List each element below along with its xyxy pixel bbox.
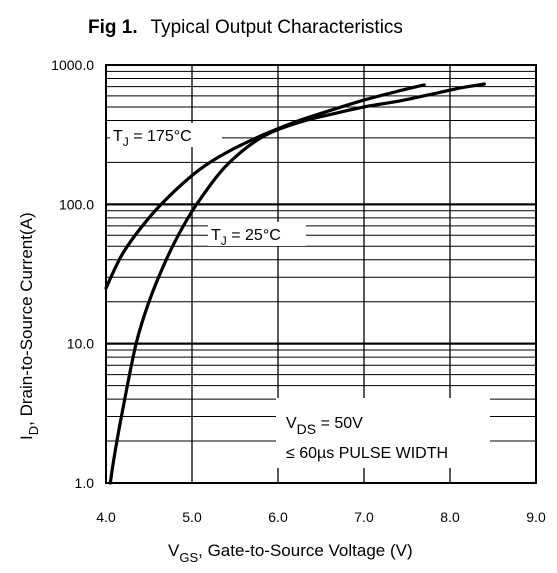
- y-tick-label: 1000.0: [51, 57, 94, 73]
- svg-text:TJ = 25°C: TJ = 25°C: [211, 227, 281, 248]
- chart-title-prefix: Fig 1.: [88, 17, 138, 38]
- vds-condition: VDS = 50V: [286, 415, 363, 437]
- x-tick-label: 7.0: [354, 509, 374, 525]
- series-line-175c: [104, 83, 426, 290]
- series-label-25: TJ = 25°C: [208, 222, 306, 248]
- y-tick-labels: 1.0 10.0 100.0 1000.0: [51, 57, 94, 491]
- x-axis-label: VGS, Gate-to-Source Voltage (V): [168, 541, 413, 565]
- x-tick-label: 4.0: [96, 509, 116, 525]
- test-conditions-annotation: VDS = 50V ≤ 60µs PULSE WIDTH: [276, 398, 490, 468]
- x-tick-label: 9.0: [526, 509, 546, 525]
- plot-frame: [105, 64, 537, 484]
- x-tick-label: 5.0: [182, 509, 202, 525]
- curves: [104, 82, 486, 485]
- y-tick-label: 1.0: [75, 475, 95, 491]
- y-tick-label: 10.0: [67, 336, 94, 352]
- x-tick-labels: 4.0 5.0 6.0 7.0 8.0 9.0: [96, 509, 546, 525]
- svg-text:TJ = 175°C: TJ = 175°C: [113, 128, 192, 149]
- x-tick-label: 8.0: [440, 509, 460, 525]
- chart-title-text: Typical Output Characteristics: [151, 17, 403, 38]
- chart-title: Fig 1. Typical Output Characteristics: [88, 17, 403, 38]
- x-tick-label: 6.0: [268, 509, 288, 525]
- series-line-25c: [108, 82, 486, 485]
- series-label-175: TJ = 175°C: [110, 123, 222, 149]
- y-axis-label: ID, Drain-to-Source Current(A): [17, 212, 41, 440]
- y-tick-label: 100.0: [59, 196, 94, 212]
- pulse-width-condition: ≤ 60µs PULSE WIDTH: [286, 445, 448, 462]
